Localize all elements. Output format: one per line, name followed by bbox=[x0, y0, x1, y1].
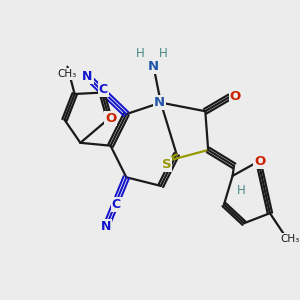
Text: N: N bbox=[82, 70, 93, 83]
Text: CH₃: CH₃ bbox=[280, 234, 300, 244]
Text: H: H bbox=[159, 47, 168, 60]
Text: N: N bbox=[101, 220, 111, 232]
Text: H: H bbox=[237, 184, 246, 197]
Text: O: O bbox=[105, 112, 116, 125]
Text: S: S bbox=[162, 158, 171, 171]
Text: N: N bbox=[148, 60, 159, 73]
Text: O: O bbox=[230, 90, 241, 104]
Text: C: C bbox=[99, 83, 108, 96]
Text: CH₃: CH₃ bbox=[58, 69, 77, 79]
Text: H: H bbox=[136, 47, 145, 60]
Text: O: O bbox=[254, 155, 266, 168]
Text: C: C bbox=[112, 198, 121, 211]
Text: N: N bbox=[154, 96, 165, 109]
